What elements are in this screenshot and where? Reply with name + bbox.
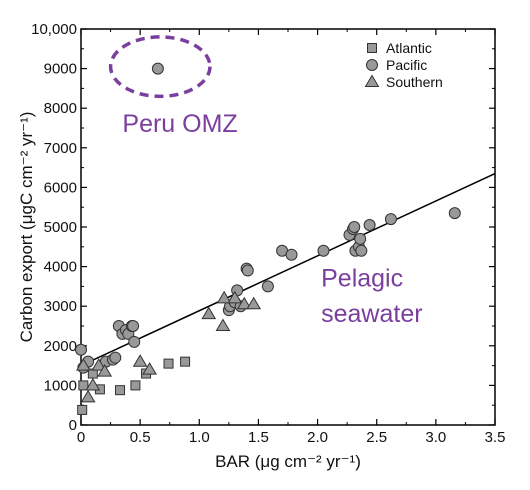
regression-line (80, 172, 496, 367)
x-tick-label: 2.5 (366, 429, 387, 446)
data-point-southern (236, 296, 252, 310)
peru-omz-highlight-ellipse (108, 35, 212, 99)
data-point-atlantic (180, 356, 191, 367)
x-tick-label: 1.5 (248, 429, 269, 446)
y-tick-label: 10,000 (31, 21, 77, 38)
data-point-southern (215, 318, 231, 332)
y-tick-label: 0 (69, 417, 77, 434)
data-point-southern (85, 377, 101, 391)
data-point-atlantic (78, 380, 89, 391)
data-point-atlantic (115, 385, 126, 396)
legend-marker-atlantic (367, 43, 377, 53)
data-point-pacific (109, 351, 122, 364)
data-point-southern (80, 389, 96, 403)
y-tick-label: 2000 (44, 338, 77, 355)
annotation-label: seawater (321, 300, 422, 328)
y-tick-label: 6000 (44, 179, 77, 196)
data-point-pacific (241, 264, 254, 277)
data-point-southern (201, 306, 217, 320)
data-point-pacific (75, 343, 87, 356)
legend-marker-pacific (366, 59, 378, 71)
annotations-layer: Peru OMZ Pelagic seawater (108, 35, 423, 328)
annotation-label: Peru OMZ (122, 110, 237, 138)
x-tick-label: 3.0 (425, 429, 446, 446)
data-point-southern (246, 296, 262, 310)
data-point-southern (75, 358, 91, 371)
data-point-pacific (348, 221, 361, 233)
y-tick-label: 5000 (44, 219, 77, 236)
x-tick-label: 3.5 (485, 429, 506, 446)
fit-line-layer (80, 172, 496, 367)
data-point-southern (142, 362, 157, 375)
annotation-label: Pelagic (321, 264, 403, 292)
y-tick-label: 4000 (44, 259, 77, 276)
data-point-pacific (354, 232, 367, 245)
x-tick-label: 0.5 (130, 429, 151, 446)
y-tick-label: 9000 (44, 61, 77, 78)
y-axis-label: Carbon export (μgC cm⁻² yr⁻¹) (17, 112, 36, 343)
data-point-southern (227, 290, 243, 304)
y-tick-label: 1000 (44, 377, 77, 394)
y-tick-label: 7000 (44, 140, 77, 157)
data-point-pacific (151, 62, 164, 75)
data-point-atlantic (77, 404, 88, 415)
markers-layer (75, 62, 461, 415)
data-point-pacific (384, 213, 397, 226)
data-point-pacific (448, 207, 461, 220)
x-tick-label: 1.0 (189, 429, 210, 446)
data-point-pacific (127, 320, 140, 332)
data-point-pacific (285, 248, 298, 261)
x-tick-label: 2.0 (307, 429, 328, 446)
x-axis-label: BAR (μg cm⁻² yr⁻¹) (215, 452, 361, 471)
legend-label-southern: Southern (386, 74, 443, 90)
y-tick-label: 8000 (44, 100, 77, 117)
legend-label-pacific: Pacific (386, 57, 427, 73)
y-tick-label: 3000 (44, 298, 77, 315)
data-point-pacific (363, 219, 376, 232)
legend-label-atlantic: Atlantic (386, 40, 432, 56)
data-point-southern (91, 358, 107, 371)
data-point-pacific (261, 280, 274, 293)
data-point-pacific (128, 335, 141, 348)
data-point-pacific (317, 244, 330, 257)
data-point-atlantic (130, 380, 141, 391)
legend-marker-southern (364, 74, 380, 88)
data-point-atlantic (163, 358, 174, 369)
data-point-southern (216, 290, 232, 304)
data-point-pacific (355, 244, 368, 257)
data-point-southern (132, 354, 148, 367)
x-tick-label: 0 (77, 429, 85, 446)
data-point-southern (97, 364, 113, 377)
axes: 0 0.5 1.0 1.5 2.0 2.5 3.0 3.5 0 1000 2000 3000 4000 5… (17, 21, 505, 471)
